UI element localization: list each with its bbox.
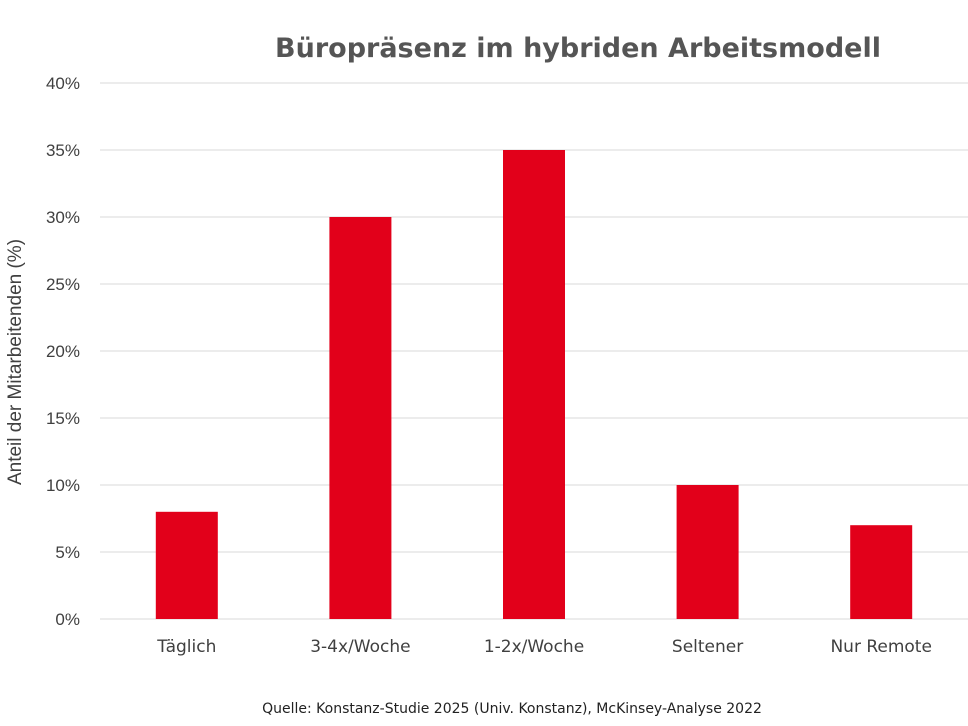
bar [850, 525, 913, 619]
bar [676, 485, 739, 619]
x-tick-label: Täglich [156, 637, 216, 657]
bar [503, 150, 565, 619]
y-axis-title: Anteil der Mitarbeitenden (%) [5, 239, 26, 485]
x-tick-label: Seltener [672, 637, 743, 657]
y-tick-label: 40% [46, 74, 80, 93]
y-tick-label: 35% [46, 141, 80, 160]
x-tick-label: Nur Remote [830, 637, 931, 657]
y-axis-ticks: 0% 5% 10% 15% 20% 25% 30% 35% 40% [46, 74, 80, 629]
y-tick-label: 20% [46, 342, 80, 361]
y-tick-label: 5% [55, 543, 80, 562]
x-tick-label: 3-4x/Woche [310, 637, 410, 657]
bar [155, 511, 218, 619]
x-tick-label: 1-2x/Woche [484, 637, 584, 657]
y-tick-label: 0% [55, 610, 80, 629]
y-tick-label: 30% [46, 208, 80, 227]
bars [155, 150, 913, 619]
y-tick-label: 10% [46, 476, 80, 495]
x-axis-ticks: Täglich 3-4x/Woche 1-2x/Woche Seltener Nur R… [156, 637, 932, 657]
y-tick-label: 15% [46, 409, 80, 428]
y-tick-label: 25% [46, 275, 80, 294]
source-note: Quelle: Konstanz-Studie 2025 (Univ. Kons… [262, 701, 762, 717]
bar [329, 217, 392, 619]
chart-title: Büropräsenz im hybriden Arbeitsmodell [275, 33, 881, 64]
